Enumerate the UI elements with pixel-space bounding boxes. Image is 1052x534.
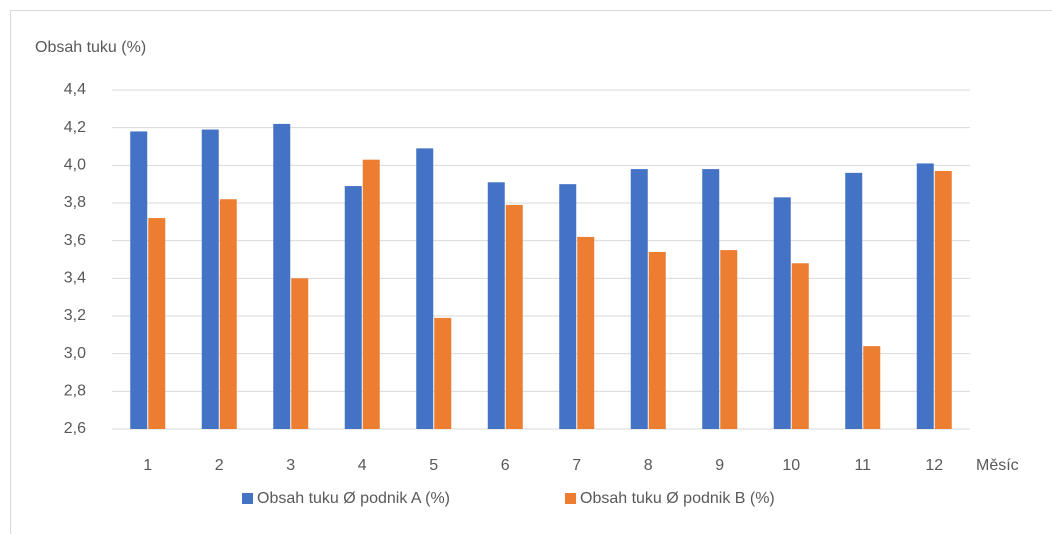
bar (130, 131, 148, 429)
bar (219, 199, 237, 429)
y-tick-label: 3,6 (64, 232, 86, 249)
y-tick-label: 3,8 (64, 194, 86, 211)
bar (505, 204, 523, 429)
x-tick-label: 8 (644, 457, 653, 474)
y-tick-label: 2,8 (64, 383, 86, 400)
bar (934, 170, 952, 429)
x-tick-label: 9 (715, 457, 724, 474)
x-tick-label: 6 (501, 457, 510, 474)
bar (487, 182, 505, 429)
chart-border (10, 10, 1052, 534)
x-tick-label: 11 (854, 457, 871, 474)
x-tick-label: 12 (925, 457, 943, 474)
bar (344, 186, 362, 429)
y-tick-label: 4,2 (64, 119, 86, 136)
bar (630, 169, 648, 429)
y-tick-label: 3,4 (64, 270, 86, 287)
bar (720, 250, 738, 429)
x-tick-label: 1 (143, 457, 152, 474)
x-axis-title: Měsíc (976, 457, 1019, 474)
bar (863, 346, 881, 429)
bar (201, 129, 219, 430)
y-tick-label: 4,0 (64, 157, 86, 174)
legend-label: Obsah tuku Ø podnik A (%) (257, 490, 450, 507)
bar (773, 197, 791, 429)
x-tick-label: 2 (215, 457, 224, 474)
legend-swatch (242, 493, 253, 504)
bar (362, 159, 380, 429)
bar (648, 251, 666, 429)
y-tick-label: 3,2 (64, 307, 86, 324)
bar (845, 172, 863, 429)
bar (577, 236, 595, 429)
x-tick-label: 4 (358, 457, 367, 474)
bar (916, 163, 934, 429)
y-tick-label: 2,6 (64, 420, 86, 437)
y-axis-title: Obsah tuku (%) (35, 39, 146, 56)
bar (434, 317, 452, 429)
y-tick-label: 4,4 (64, 81, 86, 98)
bar (416, 148, 434, 429)
bar (273, 123, 291, 430)
legend-swatch (565, 493, 576, 504)
bar (559, 184, 577, 429)
bar (148, 218, 166, 429)
bar (702, 169, 720, 429)
legend-label: Obsah tuku Ø podnik B (%) (580, 490, 775, 507)
bar (791, 263, 809, 429)
x-tick-label: 5 (429, 457, 438, 474)
bar (291, 278, 309, 429)
x-tick-label: 7 (572, 457, 581, 474)
y-tick-label: 3,0 (64, 345, 86, 362)
x-tick-label: 10 (782, 457, 800, 474)
x-tick-label: 3 (286, 457, 295, 474)
